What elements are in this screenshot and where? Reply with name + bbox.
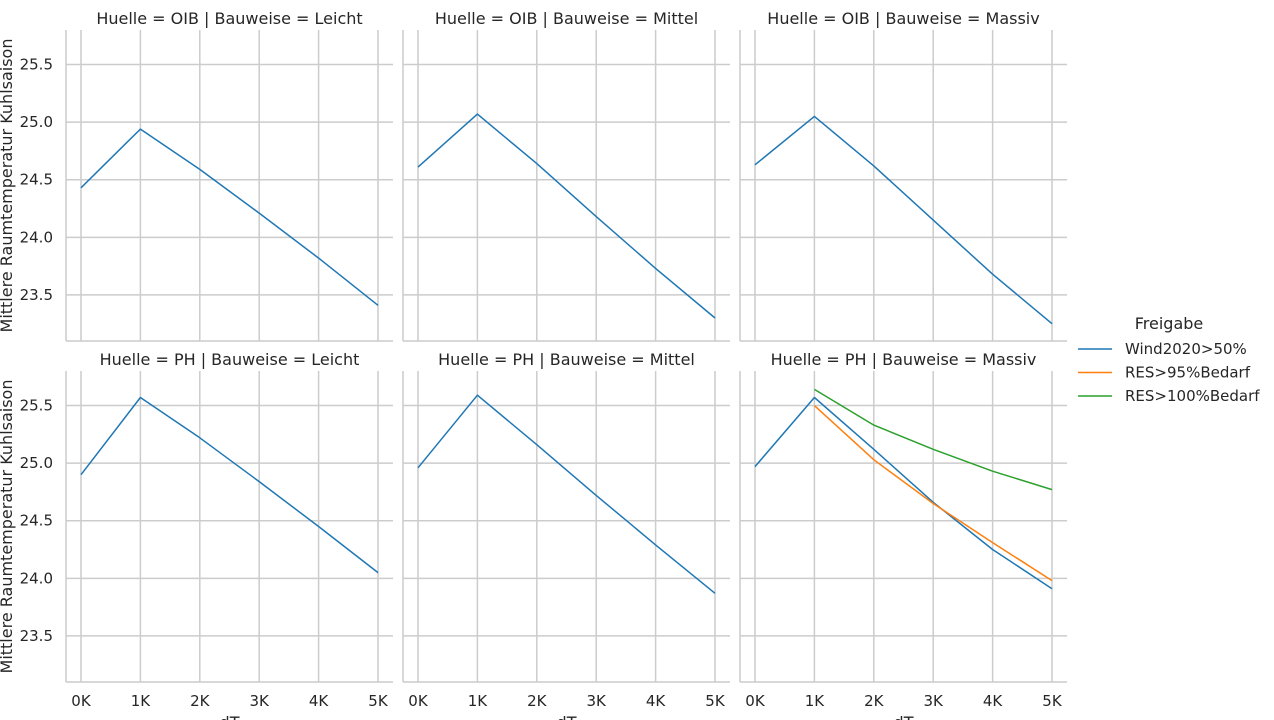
panel-title: Huelle = OIB | Bauweise = Leicht: [96, 9, 362, 28]
x-tick-label: 3K: [587, 692, 608, 710]
legend-entry: RES>100%Bedarf: [1125, 387, 1260, 405]
panel-title: Huelle = PH | Bauweise = Leicht: [100, 350, 360, 369]
y-tick-label: 24.5: [20, 171, 53, 189]
y-axis-label: Mittlere Raumtemperatur Kuhlsaison: [0, 39, 16, 333]
x-tick-label: 4K: [309, 692, 330, 710]
x-tick-label: 3K: [924, 692, 945, 710]
x-axis-label: dT: [220, 713, 240, 720]
panel-2: Huelle = OIB | Bauweise = Mittel: [402, 9, 730, 342]
series-line-res-100-bedarf: [814, 388, 1053, 491]
series-line-wind2020-50-: [754, 115, 1053, 325]
panel-title: Huelle = OIB | Bauweise = Massiv: [767, 9, 1039, 28]
panel-4: Huelle = PH | Bauweise = Leicht 23.5 24.0 2…: [0, 350, 393, 720]
series-line-wind2020-50-: [80, 128, 379, 306]
x-tick-label: 5K: [368, 692, 389, 710]
y-tick-label: 24.0: [20, 228, 53, 246]
x-axis-label: dT: [557, 713, 577, 720]
x-tick-label: 1K: [468, 692, 489, 710]
x-tick-label: 0K: [71, 692, 92, 710]
legend: Freigabe Wind2020>50% RES>95%Bedarf RES>100…: [1078, 314, 1260, 405]
y-tick-label: 24.0: [20, 569, 53, 587]
series-line-wind2020-50-: [417, 113, 716, 319]
series-line-res-95-bedarf: [813, 405, 1053, 582]
series-line-wind2020-50-: [417, 394, 716, 594]
x-tick-label: 4K: [646, 692, 667, 710]
x-tick-label: 2K: [190, 692, 211, 710]
y-tick-label: 25.0: [20, 454, 53, 472]
panel-3: Huelle = OIB | Bauweise = Massiv: [739, 9, 1067, 342]
x-axis-label: dT: [894, 713, 914, 720]
series-line-wind2020-50-: [80, 396, 379, 574]
y-tick-label: 25.5: [20, 56, 53, 74]
x-tick-label: 3K: [250, 692, 271, 710]
x-tick-label: 2K: [527, 692, 548, 710]
panel-title: Huelle = OIB | Bauweise = Mittel: [435, 9, 698, 28]
series-line-wind2020-50-: [754, 396, 1053, 590]
x-tick-label: 4K: [983, 692, 1004, 710]
legend-entry: Wind2020>50%: [1125, 340, 1247, 358]
x-tick-label: 1K: [805, 692, 826, 710]
y-axis-label: Mittlere Raumtemperatur Kuhlsaison: [0, 380, 16, 674]
panel-6: Huelle = PH | Bauweise = Massiv 0K 1K 2K 3K 4…: [739, 350, 1067, 720]
x-tick-label: 2K: [864, 692, 885, 710]
y-tick-label: 25.0: [20, 113, 53, 131]
panel-title: Huelle = PH | Bauweise = Mittel: [438, 350, 695, 369]
y-tick-label: 23.5: [20, 627, 53, 645]
x-tick-label: 5K: [1042, 692, 1063, 710]
panel-5: Huelle = PH | Bauweise = Mittel 0K 1K 2K 3K 4…: [402, 350, 730, 720]
x-tick-label: 1K: [131, 692, 152, 710]
legend-entry: RES>95%Bedarf: [1125, 364, 1251, 382]
x-tick-label: 5K: [705, 692, 726, 710]
panel-title: Huelle = PH | Bauweise = Massiv: [771, 350, 1037, 369]
x-tick-label: 0K: [408, 692, 429, 710]
y-tick-label: 23.5: [20, 286, 53, 304]
y-tick-label: 25.5: [20, 397, 53, 415]
y-tick-label: 24.5: [20, 512, 53, 530]
x-tick-label: 0K: [745, 692, 766, 710]
panel-1: Huelle = OIB | Bauweise = Leicht 23.5 24.0…: [0, 9, 393, 342]
legend-title: Freigabe: [1135, 314, 1204, 333]
